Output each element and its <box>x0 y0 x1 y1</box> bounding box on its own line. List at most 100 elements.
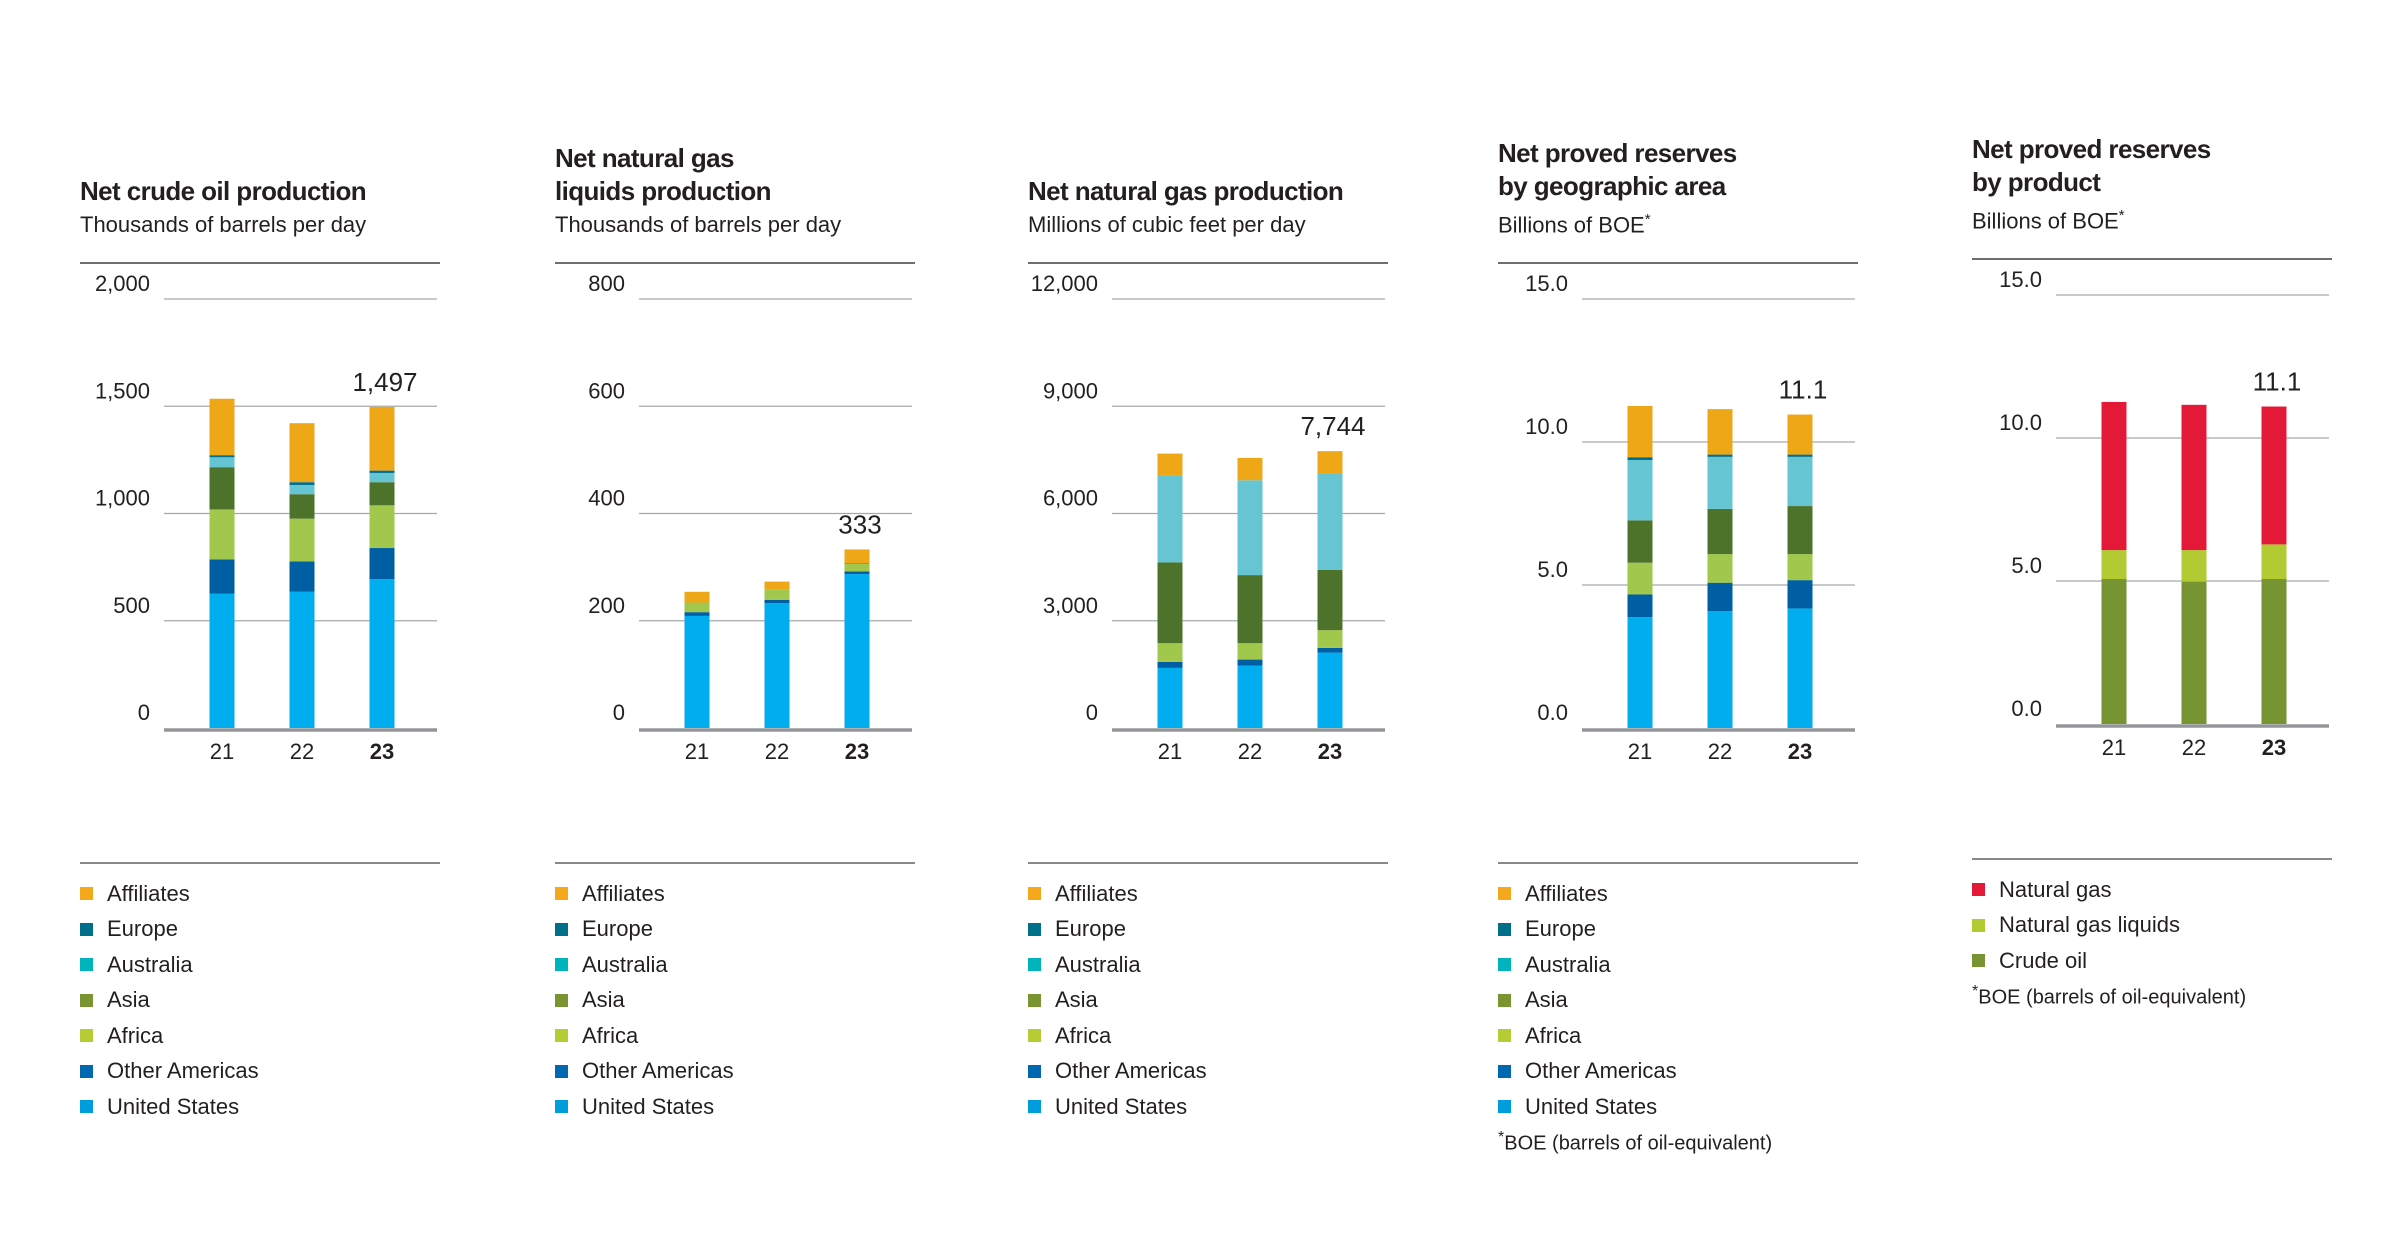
chart-title: Net crude oil production <box>80 176 367 206</box>
legend-item: Australia <box>1028 947 1408 983</box>
legend-item: Europe <box>1498 912 1878 948</box>
bar-segment <box>1627 594 1653 618</box>
legend-label: Affiliates <box>582 880 665 906</box>
total-data-label: 7,744 <box>1300 411 1365 441</box>
y-tick-label: 200 <box>588 593 625 618</box>
y-tick-label: 5.0 <box>2011 553 2042 578</box>
bar-segment <box>2261 406 2287 545</box>
bar-segment <box>764 599 790 604</box>
legend-swatch <box>1498 1029 1511 1043</box>
y-tick-label: 9,000 <box>1043 378 1098 403</box>
legend-label: Asia <box>1525 987 1568 1013</box>
bar-segment <box>1707 409 1733 455</box>
bar-segment <box>2101 401 2127 551</box>
bar-segment <box>1787 506 1813 555</box>
bar-segment <box>369 505 395 549</box>
legend-item: United States <box>1498 1089 1878 1125</box>
legend-swatch <box>555 887 568 901</box>
bar-segment <box>1317 473 1343 570</box>
legend-item: Asia <box>80 983 460 1019</box>
legend-label: United States <box>107 1093 240 1119</box>
x-tick-label: 21 <box>210 739 234 764</box>
bar-segment <box>1787 454 1813 457</box>
legend-item: Affiliates <box>1498 876 1878 912</box>
chart-subtitle: Thousands of barrels per day <box>555 210 915 240</box>
chart-title: by geographic area <box>1498 170 1726 201</box>
legend-swatch <box>1028 1100 1041 1114</box>
legend-swatch <box>555 958 568 972</box>
bar-segment <box>289 561 315 592</box>
legend-item: Africa <box>80 1018 460 1054</box>
bar-segment <box>1157 667 1183 728</box>
legend-label: Asia <box>1055 987 1098 1013</box>
y-tick-label: 15.0 <box>1525 271 1568 296</box>
bar-segment <box>2261 578 2287 724</box>
bar-segment <box>1627 562 1653 595</box>
legend-item: Natural gas liquids <box>1972 908 2352 944</box>
bar-segment <box>2181 581 2207 724</box>
legend-swatch <box>1498 1064 1511 1078</box>
subtitle-text: Millions of cubic feet per day <box>1028 212 1306 237</box>
legend-label: Affiliates <box>1055 880 1138 906</box>
y-tick-label: 400 <box>588 486 625 511</box>
legend-label: Africa <box>582 1022 639 1048</box>
legend-item: Affiliates <box>80 876 460 912</box>
y-tick-label: 0 <box>613 700 625 725</box>
y-tick-label: 1,500 <box>95 378 150 403</box>
legend-item: Africa <box>1498 1018 1878 1054</box>
bar-segment <box>369 548 395 580</box>
legend-label: Natural gas <box>1999 876 2112 902</box>
bar-segment <box>2181 404 2207 551</box>
legend-label: Europe <box>1525 916 1596 942</box>
legend-label: Australia <box>1525 951 1611 977</box>
legend-swatch <box>80 887 93 901</box>
bar-segment <box>1157 643 1183 662</box>
chart-header: Net proved reserves by geographic area Bil… <box>1498 137 1858 240</box>
legend-item: Other Americas <box>555 1054 935 1090</box>
legend-swatch <box>1972 883 1985 897</box>
bar-segment <box>289 423 315 483</box>
bar-segment <box>2101 578 2127 724</box>
x-tick-label: 23 <box>845 739 869 764</box>
legend-label: Europe <box>1055 916 1126 942</box>
bar-segment <box>684 612 710 616</box>
legend-rule <box>1972 858 2332 860</box>
legend-label: Europe <box>107 916 178 942</box>
total-data-label: 11.1 <box>2253 367 2302 397</box>
bar-segment <box>1787 414 1813 455</box>
legend-label: Australia <box>1055 951 1141 977</box>
legend-swatch <box>80 1100 93 1114</box>
legend-label: Other Americas <box>107 1058 259 1084</box>
chart-legend: Natural gas Natural gas liquids Crude oil *… <box>1972 872 2352 1009</box>
x-tick-label: 22 <box>2182 735 2206 760</box>
y-tick-label: 1,000 <box>95 486 150 511</box>
legend-swatch <box>1972 954 1985 968</box>
bar-segment <box>1787 554 1813 581</box>
bar-segment <box>684 591 710 603</box>
bar-segment <box>1707 554 1733 583</box>
bar-segment <box>1317 652 1343 728</box>
bar-segment <box>369 470 395 473</box>
bar-segment <box>1787 580 1813 609</box>
bar-segment <box>844 574 870 728</box>
chart-subtitle: Thousands of barrels per day <box>80 210 440 240</box>
chart-header: Net natural gas liquids production Thousan… <box>555 142 915 240</box>
bar-segment <box>1317 630 1343 648</box>
legend-item: Africa <box>1028 1018 1408 1054</box>
y-tick-label: 0.0 <box>2011 696 2042 721</box>
legend-swatch <box>80 1064 93 1078</box>
legend-swatch <box>1498 922 1511 936</box>
chart-header: Net proved reserves by product Billions of… <box>1972 133 2332 236</box>
chart-panel: Net natural gas production Millions of cu… <box>1028 0 1388 1240</box>
bar-segment <box>1787 456 1813 507</box>
legend-item: Affiliates <box>555 876 935 912</box>
legend-label: Europe <box>582 916 653 942</box>
legend-swatch <box>80 922 93 936</box>
legend-swatch <box>1972 918 1985 932</box>
y-tick-label: 10.0 <box>1999 410 2042 435</box>
legend-item: Africa <box>555 1018 935 1054</box>
chart-title: Net proved reserves <box>1972 133 2211 164</box>
legend-label: Australia <box>107 951 193 977</box>
legend-item: Australia <box>1498 947 1878 983</box>
bar-segment <box>764 581 790 590</box>
